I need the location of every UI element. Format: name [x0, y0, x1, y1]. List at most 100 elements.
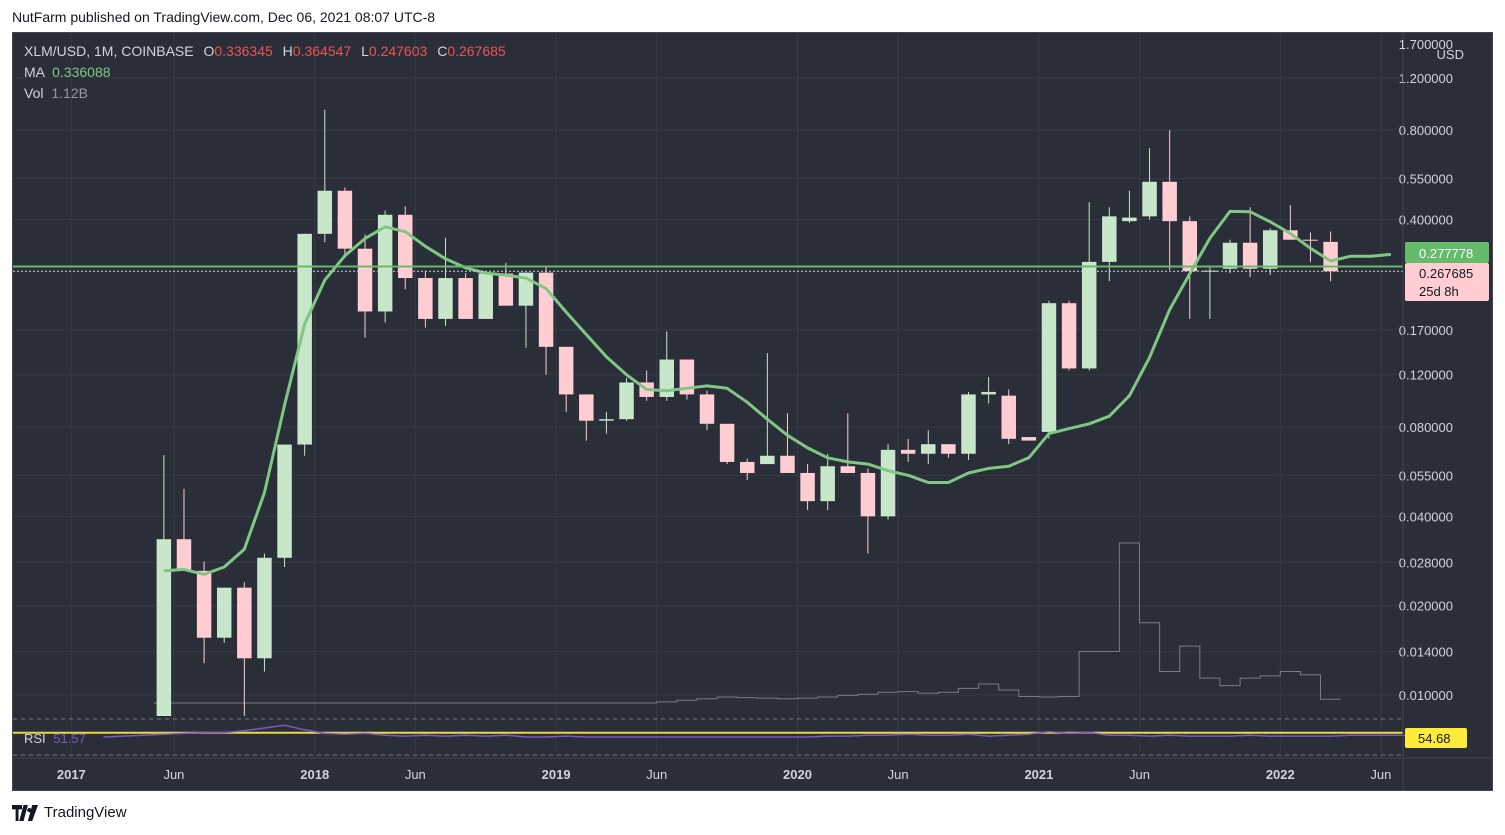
candle-body [257, 557, 272, 659]
candle-body [1242, 242, 1258, 269]
candlestick-chart[interactable]: 1.200000 0.800000 0.550000 0.400000 0.170000… [13, 33, 1492, 790]
price-axis-top-label: 1.700000 [1399, 37, 1453, 52]
legend-vol-value: 1.12B [51, 85, 88, 101]
candle-body [579, 394, 594, 421]
rsi-layer [13, 718, 1432, 756]
svg-text:MA 0.336088: MA 0.336088 [24, 64, 111, 80]
price-tick-label: 0.120000 [1399, 368, 1453, 383]
tradingview-logo-icon [12, 804, 38, 821]
tradingview-brand: TradingView [44, 804, 127, 821]
candle-body [237, 587, 252, 659]
price-tick-label: 0.010000 [1399, 688, 1453, 703]
candle-body [558, 346, 574, 395]
candle-body [1081, 261, 1097, 369]
rsi-tag [1405, 728, 1467, 748]
price-tick-label: 0.020000 [1399, 599, 1453, 614]
candle-body [880, 449, 896, 517]
candle-body [1001, 395, 1016, 439]
candle-body [1061, 303, 1077, 369]
candle-body [176, 539, 192, 571]
axis-layer: 1.200000 0.800000 0.550000 0.400000 0.170000… [13, 33, 1492, 790]
legend-open-value: 0.336345 [214, 43, 273, 59]
candle-body [599, 419, 614, 421]
candle-body [699, 394, 715, 424]
countdown-text: 25d 8h [1419, 284, 1459, 299]
candle-layer [156, 109, 1338, 716]
candle-body [659, 359, 675, 397]
price-tick-label: 0.170000 [1399, 323, 1453, 338]
ma-price-tag-text: 0.277778 [1419, 246, 1473, 261]
time-tick-label: 2019 [542, 767, 571, 782]
legend-high-value: 0.364547 [293, 43, 352, 59]
time-tick-label: 2018 [300, 767, 329, 782]
candle-body [1102, 216, 1117, 262]
price-tick-label: 0.080000 [1399, 420, 1453, 435]
price-tick-label: 0.550000 [1399, 171, 1453, 186]
candle-body [941, 444, 956, 454]
candle-body [357, 248, 373, 312]
legend-low-label: L [361, 43, 369, 59]
price-tick-label: 0.028000 [1399, 555, 1453, 570]
candle-body [780, 455, 795, 473]
candle-body [1182, 221, 1198, 272]
price-tick-label: 0.055000 [1399, 468, 1453, 483]
candle-body [277, 444, 292, 558]
candle-body [377, 214, 393, 312]
rsi-label: RSI [24, 731, 46, 746]
chart-frame[interactable]: 1.200000 0.800000 0.550000 0.400000 0.170000… [12, 32, 1493, 791]
candle-body [820, 466, 835, 502]
candle-body [921, 444, 936, 454]
price-tick-label: 0.040000 [1399, 509, 1453, 524]
candle-body [860, 472, 876, 517]
svg-text:XLM/USD, 1M, COINBASE: XLM/USD, 1M, COINBASE O0.336345 H0.36454… [24, 43, 506, 59]
svg-text:RSI 51.57: RSI 51.57 [24, 731, 86, 746]
hline-layer [13, 265, 1403, 272]
legend-high-label: H [283, 43, 293, 59]
rsi-tag-text: 54.68 [1418, 731, 1451, 746]
legend-layer: XLM/USD, 1M, COINBASE O0.336345 H0.36454… [24, 43, 506, 746]
price-tick-label: 0.800000 [1399, 123, 1453, 138]
candle-body [900, 449, 916, 454]
svg-text:Vol 1.12B: Vol 1.12B [24, 85, 88, 101]
ma-price-tag [1405, 242, 1489, 263]
candle-body [418, 278, 433, 319]
time-tick-label: 2022 [1266, 767, 1295, 782]
volume-layer [153, 542, 1341, 704]
candle-body [961, 394, 976, 454]
candle-body [719, 423, 735, 462]
ma-layer [163, 209, 1392, 576]
candle-body [498, 273, 514, 306]
legend-low-value: 0.247603 [369, 43, 428, 59]
candle-body [1142, 181, 1157, 217]
candle-body [1162, 181, 1177, 222]
candle-body [840, 466, 856, 473]
candle-body [1041, 303, 1057, 432]
candle-body [538, 272, 554, 347]
time-tick-label: Jun [405, 767, 426, 782]
close-price-tag [1405, 263, 1489, 301]
legend-close-value: 0.267685 [447, 43, 506, 59]
candle-body [1021, 437, 1037, 441]
candle-body [679, 359, 695, 395]
candle-body [739, 461, 755, 473]
candle-body [760, 455, 775, 465]
publish-line: NutFarm published on TradingView.com, De… [12, 9, 436, 25]
candle-body [1262, 230, 1278, 269]
price-tick-label: 0.400000 [1399, 213, 1453, 228]
candle-body [1303, 239, 1318, 241]
candle-body [1122, 217, 1137, 222]
time-tick-label: Jun [1129, 767, 1150, 782]
candle-body [317, 190, 333, 234]
time-tick-label: Jun [163, 767, 184, 782]
tradingview-logo[interactable]: TradingView [12, 804, 127, 821]
time-tick-label: Jun [888, 767, 909, 782]
candle-body [216, 587, 232, 638]
candle-body [619, 382, 634, 420]
time-tick-label: Jun [646, 767, 667, 782]
price-axis-currency: USD [1437, 47, 1464, 62]
legend-symbol: XLM/USD, 1M, COINBASE [24, 43, 194, 59]
candle-body [478, 273, 493, 319]
candle-body [1323, 241, 1338, 272]
close-price-tag-text: 0.267685 [1419, 266, 1473, 281]
legend-close-label: C [437, 43, 447, 59]
